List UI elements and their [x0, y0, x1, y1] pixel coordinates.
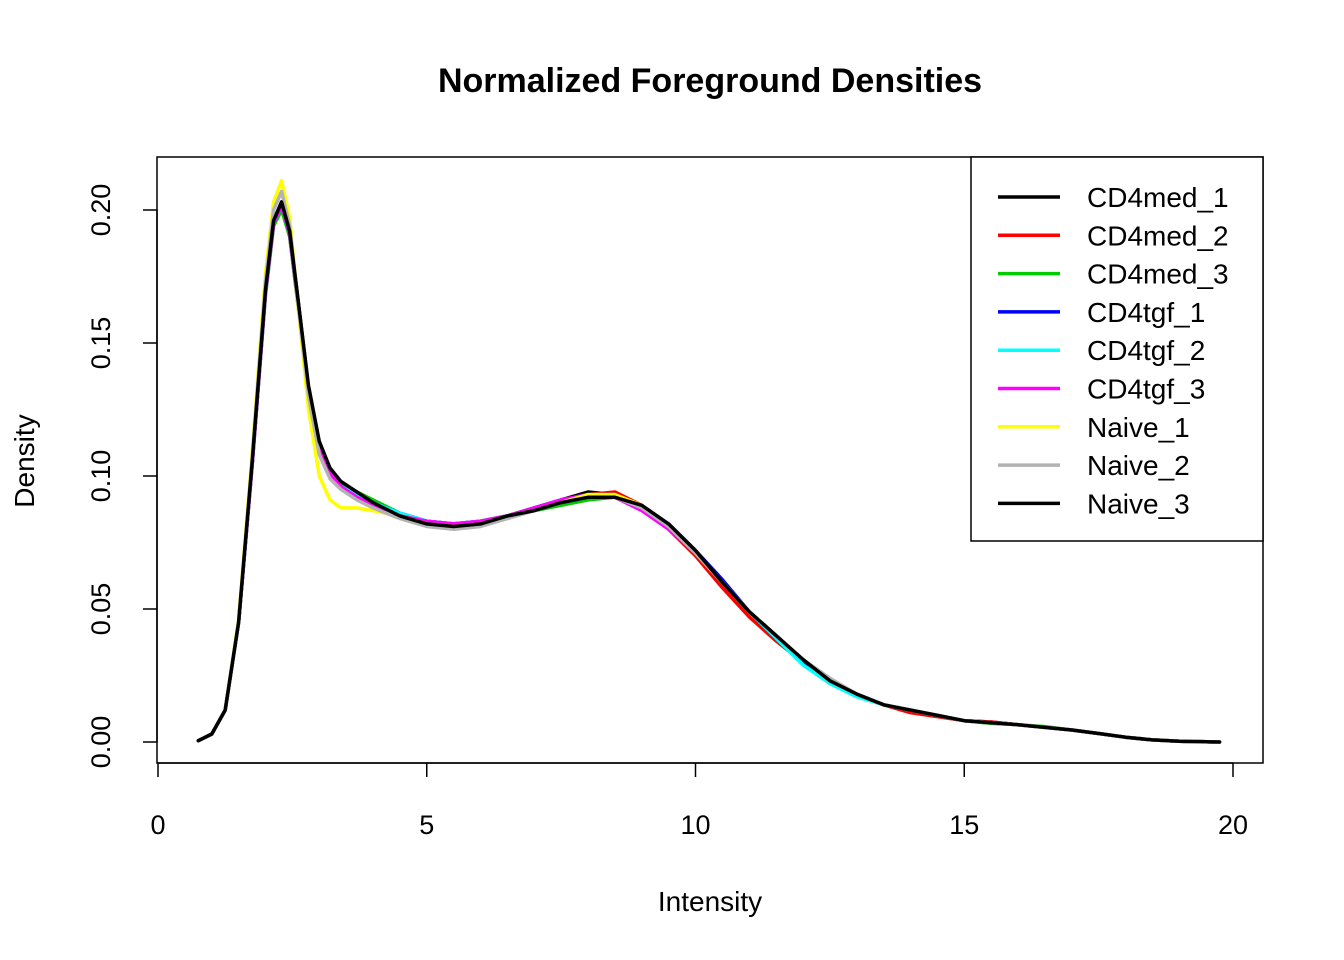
legend-label-cd4med-3: CD4med_3	[1087, 259, 1229, 290]
y-tick-label: 0.00	[86, 716, 116, 769]
legend-label-naive-3: Naive_3	[1087, 488, 1190, 519]
legend-label-cd4tgf-1: CD4tgf_1	[1087, 297, 1205, 328]
legend-label-cd4tgf-2: CD4tgf_2	[1087, 335, 1205, 366]
legend-label-cd4tgf-3: CD4tgf_3	[1087, 374, 1205, 405]
series-layer	[196, 178, 1222, 744]
legend-label-cd4med-1: CD4med_1	[1087, 182, 1229, 213]
chart-title: Normalized Foreground Densities	[438, 62, 982, 100]
y-axis-label: Density	[9, 414, 40, 507]
legend: CD4med_1 CD4med_2 CD4med_3 CD4tgf_1 CD4tgf_2…	[970, 156, 1264, 542]
y-tick-label: 0.20	[86, 184, 116, 237]
legend-label-naive-2: Naive_2	[1087, 450, 1190, 481]
x-tick-label: 5	[419, 810, 434, 840]
y-tick-label: 0.15	[86, 317, 116, 370]
x-tick-label: 0	[150, 810, 165, 840]
x-tick-label: 10	[680, 810, 710, 840]
y-tick-label: 0.10	[86, 450, 116, 503]
x-tick-label: 15	[949, 810, 979, 840]
x-tick-label: 20	[1218, 810, 1248, 840]
x-axis-label: Intensity	[658, 886, 762, 917]
legend-label-naive-1: Naive_1	[1087, 412, 1190, 443]
legend-label-cd4med-2: CD4med_2	[1087, 220, 1229, 251]
y-tick-label: 0.05	[86, 583, 116, 636]
series-line-naive-3	[196, 200, 1222, 744]
